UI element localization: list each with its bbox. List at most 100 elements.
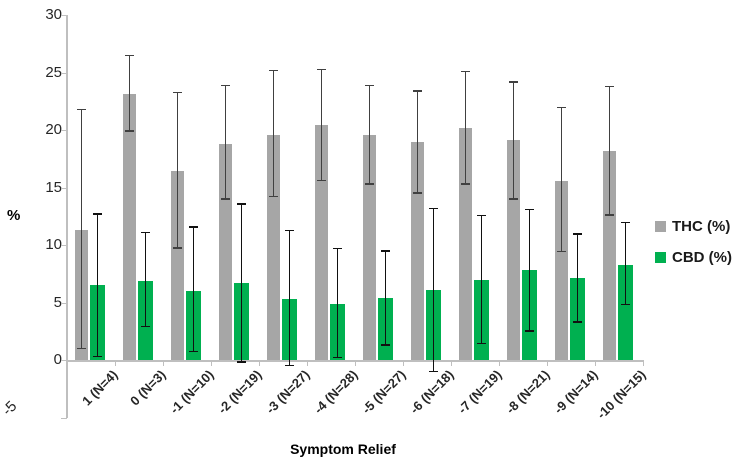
x-tick-mark: [547, 360, 548, 366]
thc-error-cap-bottom: [365, 183, 374, 185]
thc-error-cap-bottom: [461, 183, 470, 185]
cbd-error-cap-bottom: [429, 370, 438, 372]
thc-error-cap-bottom: [605, 214, 614, 216]
cbd-error-bar: [96, 213, 99, 357]
cbd-error-cap-bottom: [621, 303, 630, 306]
cbd-error-bar: [480, 215, 483, 344]
thc-error-cap-top: [365, 84, 374, 87]
cbd-error-cap-top: [93, 213, 102, 215]
x-tick-mark: [163, 360, 164, 366]
cbd-bar: [618, 264, 633, 360]
y-tick-label: 5: [53, 293, 62, 311]
thc-error-bar: [512, 81, 515, 199]
cbd-error-bar: [144, 232, 147, 327]
y-axis-line: [66, 15, 68, 418]
x-tick-mark: [67, 360, 68, 366]
cbd-error-cap-top: [237, 203, 246, 205]
thc-error-cap-top: [125, 54, 134, 57]
y-tick-label: 15: [45, 178, 62, 196]
y-tick-mark: [61, 245, 67, 246]
y-tick-label: 10: [45, 236, 62, 253]
cbd-error-cap-top: [429, 207, 438, 210]
thc-error-bar: [272, 70, 275, 197]
x-tick-mark: [403, 360, 404, 366]
cbd-error-cap-top: [141, 231, 150, 234]
thc-error-bar: [560, 107, 563, 252]
cbd-error-cap-top: [333, 247, 342, 250]
cbd-error-bar: [528, 209, 531, 332]
thc-error-cap-bottom: [509, 198, 518, 200]
cbd-error-cap-top: [477, 214, 486, 217]
x-category-label: -1 (N=10): [166, 367, 217, 417]
x-axis-title: Symptom Relief: [290, 441, 396, 457]
thc-error-bar: [608, 86, 611, 216]
y-tick-label: 20: [45, 121, 62, 138]
thc-error-bar: [368, 85, 371, 185]
cbd-error-cap-bottom: [477, 342, 486, 345]
cbd-error-bar: [336, 248, 339, 358]
thc-bar: [411, 141, 424, 360]
cbd-error-cap-bottom: [333, 356, 342, 359]
thc-error-cap-bottom: [413, 192, 422, 194]
thc-legend-swatch-icon: [655, 221, 666, 232]
x-category-label: 1 (N=4): [79, 367, 121, 409]
cbd-error-bar: [432, 208, 435, 372]
y-tick-mark: [61, 130, 67, 131]
cbd-error-bar: [192, 226, 195, 352]
thc-error-cap-top: [173, 91, 182, 94]
legend-item-thc: THC (%): [655, 218, 730, 235]
cbd-error-cap-bottom: [525, 330, 534, 332]
y-tick-label: 25: [45, 63, 62, 81]
y-tick-label: 0: [53, 351, 62, 368]
thc-bar: [219, 143, 232, 360]
thc-error-cap-top: [221, 84, 230, 87]
x-category-label: 0 (N=3): [127, 367, 169, 409]
cbd-error-cap-top: [525, 208, 534, 211]
x-category-label: -8 (N=21): [502, 367, 553, 417]
cbd-error-bar: [288, 230, 291, 366]
thc-error-cap-bottom: [557, 250, 566, 253]
thc-bar: [603, 150, 616, 360]
y-tick-mark: [61, 15, 67, 16]
thc-error-bar: [80, 109, 83, 349]
thc-error-bar: [224, 85, 227, 199]
cbd-error-cap-bottom: [573, 321, 582, 323]
x-category-label: -9 (N=14): [550, 367, 601, 417]
cbd-error-cap-bottom: [237, 361, 246, 363]
cbd-error-cap-top: [189, 226, 198, 228]
y-tick-mark: [61, 187, 67, 189]
thc-bar: [363, 134, 376, 360]
cbd-error-cap-bottom: [381, 344, 390, 346]
cbd-error-bar: [240, 203, 243, 363]
thc-bar: [459, 127, 472, 360]
thc-error-cap-top: [413, 90, 422, 92]
cbd-legend-swatch-icon: [655, 252, 666, 263]
y-tick-mark: [61, 302, 67, 304]
thc-bar: [315, 125, 328, 360]
thc-bar: [507, 140, 520, 360]
thc-error-cap-top: [461, 70, 470, 73]
cbd-error-cap-bottom: [285, 364, 294, 367]
x-tick-mark: [643, 360, 644, 366]
thc-error-bar: [128, 55, 131, 132]
x-tick-mark: [115, 360, 116, 366]
y-tick-label: 30: [45, 6, 62, 23]
y-tick-mark: [61, 72, 67, 74]
thc-bar: [171, 171, 184, 360]
thc-error-cap-bottom: [317, 179, 326, 182]
thc-error-cap-top: [509, 81, 518, 83]
cbd-error-bar: [576, 233, 579, 323]
legend-item-cbd: CBD (%): [655, 249, 732, 266]
legend-label-cbd: CBD (%): [672, 249, 732, 266]
thc-error-cap-bottom: [221, 198, 230, 200]
cbd-error-cap-top: [573, 233, 582, 235]
cbd-error-cap-bottom: [93, 355, 102, 358]
thc-error-cap-top: [317, 68, 326, 71]
thc-error-cap-top: [605, 85, 614, 88]
x-tick-mark: [259, 360, 260, 366]
cbd-error-cap-top: [621, 221, 630, 223]
cbd-error-bar: [384, 250, 387, 346]
y-tick-mark: [61, 360, 67, 361]
thc-error-cap-bottom: [173, 247, 182, 249]
